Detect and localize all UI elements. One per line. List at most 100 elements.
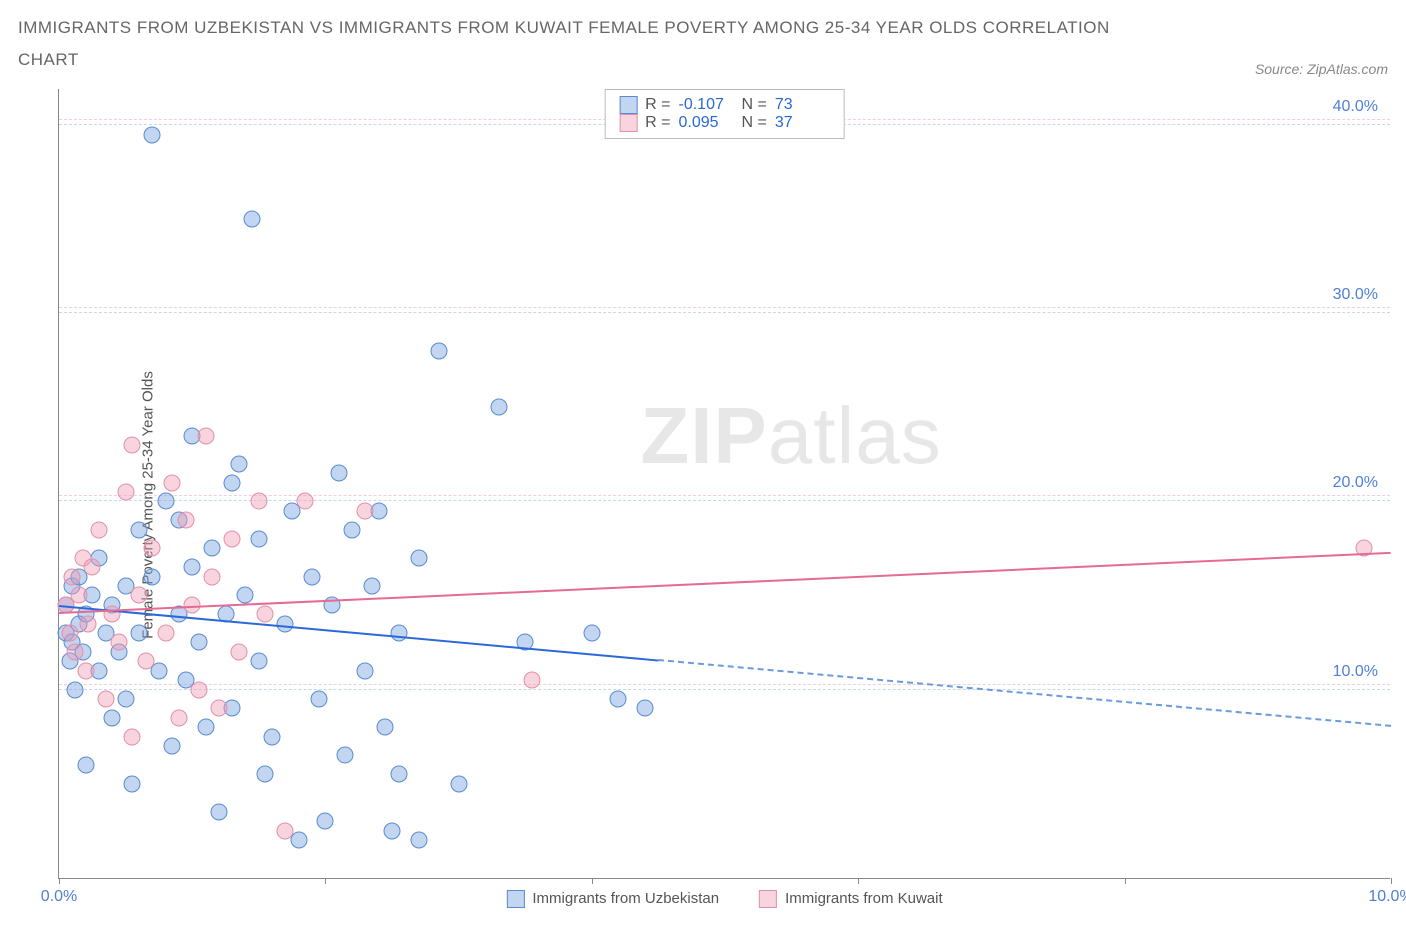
legend-swatch [506,890,524,908]
n-label: N = [742,96,767,114]
data-point-uzbekistan [124,775,141,792]
legend-swatch [619,96,637,114]
data-point-uzbekistan [430,342,447,359]
x-tick-label: 0.0% [41,888,77,906]
data-point-kuwait [257,606,274,623]
data-point-kuwait [90,521,107,538]
data-point-uzbekistan [330,465,347,482]
data-point-uzbekistan [610,690,627,707]
data-point-kuwait [80,615,97,632]
gridline [59,307,1390,308]
data-point-kuwait [230,643,247,660]
gridline [59,689,1390,690]
data-point-uzbekistan [230,455,247,472]
data-point-uzbekistan [157,493,174,510]
data-point-uzbekistan [77,756,94,773]
plot-area: ZIPatlas R =-0.107N =73R =0.095N =37 Imm… [58,89,1390,879]
data-point-uzbekistan [304,568,321,585]
data-point-uzbekistan [637,700,654,717]
data-point-uzbekistan [210,803,227,820]
data-point-kuwait [77,662,94,679]
chart-source: Source: ZipAtlas.com [1255,61,1388,77]
x-tick [1391,878,1392,884]
series-legend: Immigrants from UzbekistanImmigrants fro… [506,890,942,908]
data-point-kuwait [137,653,154,670]
n-label: N = [742,114,767,132]
data-point-kuwait [224,531,241,548]
data-point-uzbekistan [310,690,327,707]
data-point-kuwait [110,634,127,651]
y-tick-label: 30.0% [1333,286,1378,304]
data-point-uzbekistan [344,521,361,538]
legend-item: Immigrants from Uzbekistan [506,890,719,908]
data-point-uzbekistan [364,578,381,595]
data-point-uzbekistan [583,625,600,642]
data-point-kuwait [124,436,141,453]
data-point-kuwait [130,587,147,604]
data-point-uzbekistan [164,737,181,754]
stats-legend-row: R =0.095N =37 [619,114,830,132]
data-point-uzbekistan [410,549,427,566]
data-point-kuwait [117,484,134,501]
x-tick [59,878,60,884]
r-value: 0.095 [679,114,734,132]
data-point-uzbekistan [237,587,254,604]
data-point-uzbekistan [244,211,261,228]
trendline [59,552,1391,614]
x-tick-label: 10.0% [1368,888,1406,906]
data-point-kuwait [523,672,540,689]
data-point-uzbekistan [264,728,281,745]
gridline [59,684,1390,685]
data-point-uzbekistan [384,822,401,839]
data-point-kuwait [124,728,141,745]
r-label: R = [645,96,670,114]
legend-label: Immigrants from Uzbekistan [532,890,719,907]
data-point-kuwait [170,709,187,726]
data-point-uzbekistan [377,719,394,736]
data-point-uzbekistan [144,568,161,585]
data-point-kuwait [70,587,87,604]
n-value: 73 [775,96,830,114]
data-point-uzbekistan [130,521,147,538]
data-point-uzbekistan [277,615,294,632]
data-point-kuwait [84,559,101,576]
data-point-uzbekistan [204,540,221,557]
data-point-uzbekistan [130,625,147,642]
data-point-uzbekistan [250,531,267,548]
data-point-uzbekistan [390,625,407,642]
data-point-uzbekistan [190,634,207,651]
data-point-kuwait [97,690,114,707]
data-point-uzbekistan [257,766,274,783]
data-point-kuwait [157,625,174,642]
stats-legend: R =-0.107N =73R =0.095N =37 [604,89,845,139]
y-tick-label: 40.0% [1333,98,1378,116]
data-point-kuwait [66,643,83,660]
y-tick-label: 10.0% [1333,663,1378,681]
x-tick [592,878,593,884]
y-tick-label: 20.0% [1333,474,1378,492]
data-point-kuwait [357,502,374,519]
chart-container: Female Poverty Among 25-34 Year Olds ZIP… [12,85,1394,925]
data-point-kuwait [61,625,78,642]
n-value: 37 [775,114,830,132]
data-point-uzbekistan [224,474,241,491]
data-point-uzbekistan [390,766,407,783]
data-point-kuwait [210,700,227,717]
chart-title: IMMIGRANTS FROM UZBEKISTAN VS IMMIGRANTS… [18,12,1118,77]
data-point-uzbekistan [66,681,83,698]
data-point-uzbekistan [450,775,467,792]
data-point-kuwait [190,681,207,698]
data-point-kuwait [144,540,161,557]
trendline [658,659,1391,727]
data-point-kuwait [204,568,221,585]
data-point-uzbekistan [197,719,214,736]
legend-swatch [619,114,637,132]
data-point-uzbekistan [410,831,427,848]
gridline [59,312,1390,313]
data-point-uzbekistan [144,126,161,143]
data-point-uzbekistan [104,709,121,726]
x-tick [1125,878,1126,884]
data-point-uzbekistan [357,662,374,679]
data-point-uzbekistan [490,399,507,416]
data-point-kuwait [164,474,181,491]
